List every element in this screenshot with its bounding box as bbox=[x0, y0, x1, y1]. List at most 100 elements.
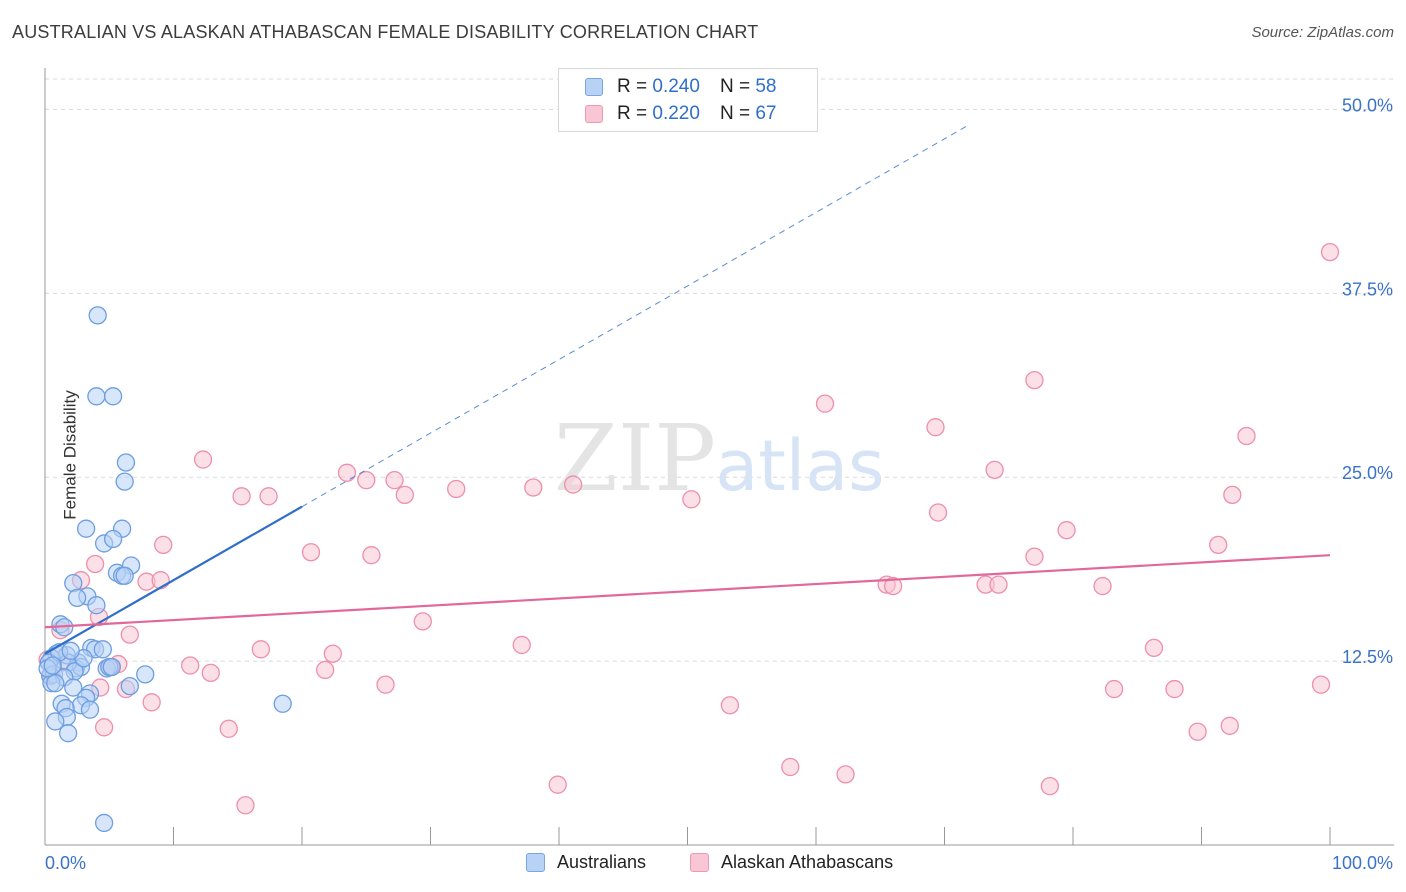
alaskan-point bbox=[193, 450, 213, 469]
x-tick-label-max: 100.0% bbox=[1332, 853, 1393, 873]
watermark: ZIP atlas bbox=[554, 405, 885, 512]
alaskan-point bbox=[1220, 716, 1239, 735]
alaskan-point bbox=[1209, 535, 1228, 555]
alaskan-point bbox=[219, 719, 238, 738]
alaskan-label: Alaskan Athabascans bbox=[721, 852, 894, 872]
australians-swatch bbox=[526, 853, 545, 872]
australians-point bbox=[64, 678, 83, 697]
legend-n-label: N = bbox=[719, 76, 751, 97]
alaskan-point bbox=[94, 718, 114, 737]
tick-labels: 12.5% 25.0% 37.5% 50.0% 0.0% 100.0% bbox=[45, 95, 1393, 873]
alaskan-point bbox=[85, 554, 105, 574]
alaskan-point bbox=[815, 394, 835, 413]
australians-point bbox=[43, 656, 62, 675]
trend-lines bbox=[44, 123, 1331, 655]
legend-r-label: R = bbox=[617, 76, 648, 97]
alaskan-point bbox=[447, 479, 466, 499]
alaskan-point bbox=[154, 535, 173, 555]
source-label: Source: ZipAtlas.com bbox=[1251, 24, 1394, 41]
axes bbox=[44, 68, 1394, 846]
alaskan-point bbox=[1025, 547, 1044, 566]
alaskan-point bbox=[1237, 426, 1256, 446]
chart-title: AUSTRALIAN VS ALASKAN ATHABASCAN FEMALE … bbox=[12, 22, 759, 42]
watermark-atlas: atlas bbox=[715, 425, 884, 507]
y-tick-label: 25.0% bbox=[1342, 463, 1393, 483]
alaskan-point bbox=[1040, 777, 1060, 796]
australians-point bbox=[76, 519, 96, 538]
alaskan-point bbox=[1025, 370, 1044, 390]
australians-label: Australians bbox=[557, 852, 647, 872]
australians-point bbox=[88, 306, 107, 325]
alaskan-point bbox=[385, 471, 404, 490]
alaskan-point bbox=[512, 635, 531, 655]
alaskan-point bbox=[682, 490, 701, 509]
alaskan-point bbox=[236, 796, 255, 815]
legend-n-value: 58 bbox=[755, 76, 777, 97]
australians-swatch bbox=[585, 78, 603, 96]
australians-point bbox=[67, 588, 87, 607]
alaskan-point bbox=[395, 485, 414, 505]
alaskan-point bbox=[301, 543, 321, 562]
alaskan-point bbox=[989, 575, 1008, 594]
australians-point bbox=[116, 453, 136, 472]
alaskan-point bbox=[1093, 576, 1112, 596]
legend-r-value: 0.240 bbox=[652, 76, 700, 97]
alaskan-point bbox=[376, 675, 395, 694]
alaskan-point bbox=[985, 460, 1004, 480]
alaskan-point bbox=[181, 656, 200, 675]
alaskan-point bbox=[1144, 638, 1164, 658]
bottom-legend-australians: Australians bbox=[526, 852, 646, 873]
alaskan-point bbox=[315, 660, 335, 680]
alaskan-point bbox=[720, 696, 740, 715]
australians-point bbox=[46, 674, 65, 693]
alaskan-point bbox=[563, 475, 583, 494]
x-tick-label-min: 0.0% bbox=[45, 853, 86, 873]
alaskan-point bbox=[251, 640, 271, 659]
alaskan-point bbox=[232, 487, 251, 506]
alaskan-point bbox=[1165, 679, 1184, 699]
alaskan-point bbox=[337, 463, 357, 482]
alaskan-point bbox=[413, 612, 432, 631]
alaskan-point bbox=[323, 644, 342, 663]
y-tick-label: 37.5% bbox=[1342, 279, 1393, 299]
australians-point bbox=[115, 566, 134, 585]
alaskan-point bbox=[1223, 485, 1242, 505]
alaskan-point bbox=[1311, 675, 1331, 694]
legend-r-value: 0.220 bbox=[652, 103, 700, 124]
australians-point bbox=[61, 641, 80, 660]
grid-lines bbox=[45, 78, 1394, 662]
alaskan-point bbox=[524, 478, 543, 497]
alaskan-point bbox=[1104, 679, 1124, 699]
alaskan-point bbox=[357, 471, 376, 490]
legend-row-australians: R = 0.240 N = 58 bbox=[585, 74, 776, 100]
australians-point bbox=[103, 529, 123, 549]
australians-point bbox=[80, 700, 100, 719]
alaskan-point bbox=[883, 576, 903, 596]
alaskan-point bbox=[928, 503, 948, 522]
legend-r-label: R = bbox=[617, 103, 648, 124]
australians-point bbox=[93, 640, 112, 659]
australians-point bbox=[46, 712, 65, 731]
alaskan-point bbox=[259, 487, 278, 506]
alaskan-point bbox=[926, 418, 945, 437]
alaskan-point bbox=[362, 546, 381, 565]
australians-point bbox=[102, 657, 121, 677]
australians-point bbox=[120, 676, 139, 696]
australians-point bbox=[94, 813, 114, 833]
australians-point bbox=[115, 472, 134, 491]
alaskan-point bbox=[1320, 242, 1340, 262]
y-axis-label: Female Disability bbox=[60, 390, 80, 520]
australians-trend-line bbox=[44, 505, 303, 655]
australians-point bbox=[87, 387, 106, 406]
data-points bbox=[38, 242, 1340, 833]
legend-n-label: N = bbox=[719, 103, 751, 124]
alaskan-point bbox=[836, 765, 855, 784]
legend-n-value: 67 bbox=[755, 103, 777, 124]
alaskan-point bbox=[142, 693, 161, 712]
alaskan-point bbox=[120, 625, 139, 644]
alaskan-point bbox=[548, 775, 567, 794]
australians-point bbox=[103, 387, 123, 406]
alaskan-point bbox=[151, 571, 170, 590]
legend-row-alaskan: R = 0.220 N = 67 bbox=[585, 101, 776, 127]
